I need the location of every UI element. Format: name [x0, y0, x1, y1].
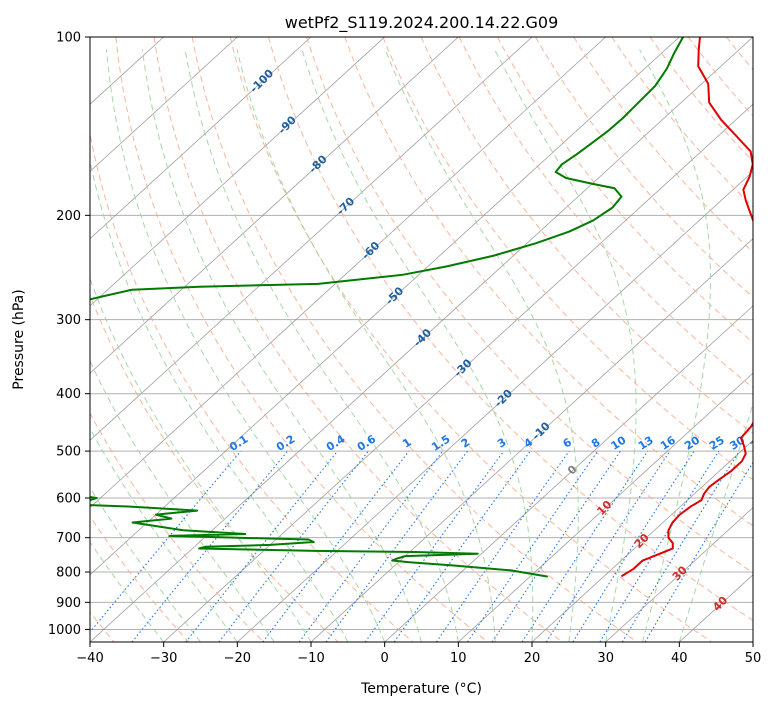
x-tick-label: 30 [597, 651, 614, 666]
isotherm-line [90, 37, 238, 172]
mixing-ratio-line [262, 450, 410, 642]
isotherm-lines [90, 37, 753, 642]
y-tick-label: 900 [56, 596, 81, 611]
temperature-profile-line [621, 37, 753, 577]
y-tick-label: 200 [56, 209, 81, 224]
y-tick-label: 100 [56, 31, 81, 46]
y-tick-label: 500 [56, 445, 81, 460]
x-tick-label: −40 [76, 651, 103, 666]
profile-series [90, 37, 753, 578]
isotherm-line [90, 37, 533, 441]
dry-adiabat-line [191, 37, 638, 642]
mixing-ratio-label: 36 [748, 433, 768, 452]
isotherm-line [163, 103, 753, 642]
y-axis: 100 200 300 400 500 600 700 800 900 1000 [48, 31, 90, 638]
isotherm-line [90, 37, 680, 576]
x-tick-label: 0 [381, 651, 389, 666]
x-axis-title: Temperature (°C) [360, 681, 482, 697]
mixing-ratio-line [325, 450, 468, 642]
mixing-ratio-line [435, 450, 570, 642]
y-tick-label: 300 [56, 313, 81, 328]
isotherm-line [90, 37, 385, 307]
dry-adiabat-line [153, 37, 563, 642]
mixing-ratio-line [467, 450, 599, 642]
moist-adiabat-line [90, 427, 238, 642]
isotherm-line [458, 372, 753, 642]
dry-adiabat-line [306, 37, 753, 574]
moist-adiabat-line [384, 49, 579, 642]
dry-adiabat-line [573, 37, 753, 253]
moist-adiabat-line [141, 49, 422, 642]
dry-adiabat-line [90, 131, 414, 642]
isotherm-line [90, 37, 312, 240]
isotherm-line [90, 37, 606, 509]
mixing-ratio-line [572, 450, 695, 642]
mixing-ratio-line [90, 450, 242, 633]
mixing-ratio-line [621, 450, 740, 642]
moist-adiabat-line [90, 486, 201, 642]
mixing-ratio-line [545, 450, 671, 642]
chart-title: wetPf2_S119.2024.200.14.22.G09 [285, 13, 559, 33]
moist-adiabat-line [494, 49, 637, 642]
x-tick-label: 50 [745, 651, 762, 666]
moist-adiabat-line [184, 49, 459, 642]
x-axis: −40 −30 −20 −10 0 10 20 30 40 50 [76, 642, 761, 666]
x-tick-label: 10 [450, 651, 467, 666]
y-axis-title: Pressure (hPa) [11, 289, 27, 389]
dry-adiabat-line [90, 515, 190, 642]
moist-adiabat-line [678, 401, 753, 642]
y-tick-label: 400 [56, 387, 81, 402]
mixing-ratio-line [521, 450, 649, 642]
isotherm-line [384, 305, 753, 642]
mixing-ratio-line [393, 450, 531, 642]
isotherm-line [237, 170, 753, 642]
isotherm-line [90, 37, 459, 374]
y-tick-label: 800 [56, 566, 81, 581]
moist-adiabat-line [90, 158, 349, 642]
dry-adiabat-line [115, 37, 488, 642]
isotherm-line [531, 439, 753, 642]
mixing-ratio-line [298, 450, 444, 642]
dry-adiabat-line [420, 37, 753, 435]
isotherm-line [310, 238, 753, 642]
moist-adiabat-line [639, 49, 712, 642]
x-tick-label: −10 [297, 651, 324, 666]
moist-adiabat-line [236, 49, 496, 642]
y-tick-label: 1000 [48, 623, 81, 638]
y-tick-label: 700 [56, 531, 81, 546]
mixing-ratio-line [131, 450, 289, 642]
moist-adiabat-line [90, 359, 275, 642]
mixing-ratio-line [491, 450, 621, 642]
dry-adiabat-line [229, 37, 712, 642]
moist-adiabat-line [90, 541, 165, 642]
mixing-ratio-line [185, 450, 338, 642]
dewpoint-profile-line [90, 37, 685, 578]
x-tick-label: 20 [524, 651, 541, 666]
moist-adiabat-line [301, 49, 534, 642]
dry-adiabat-line [382, 37, 753, 481]
y-tick-label: 600 [56, 492, 81, 507]
dry-adiabat-line [535, 37, 753, 298]
x-tick-label: −20 [224, 651, 251, 666]
x-tick-label: 40 [671, 651, 688, 666]
dry-adiabat-lines [90, 37, 753, 642]
dry-adiabat-line [90, 412, 264, 642]
isotherm-line [605, 507, 753, 642]
plot-frame [89, 36, 754, 643]
dry-adiabat-line [344, 37, 753, 527]
moist-adiabat-lines [90, 49, 753, 642]
dry-adiabat-line [268, 37, 753, 622]
x-tick-label: −30 [150, 651, 177, 666]
